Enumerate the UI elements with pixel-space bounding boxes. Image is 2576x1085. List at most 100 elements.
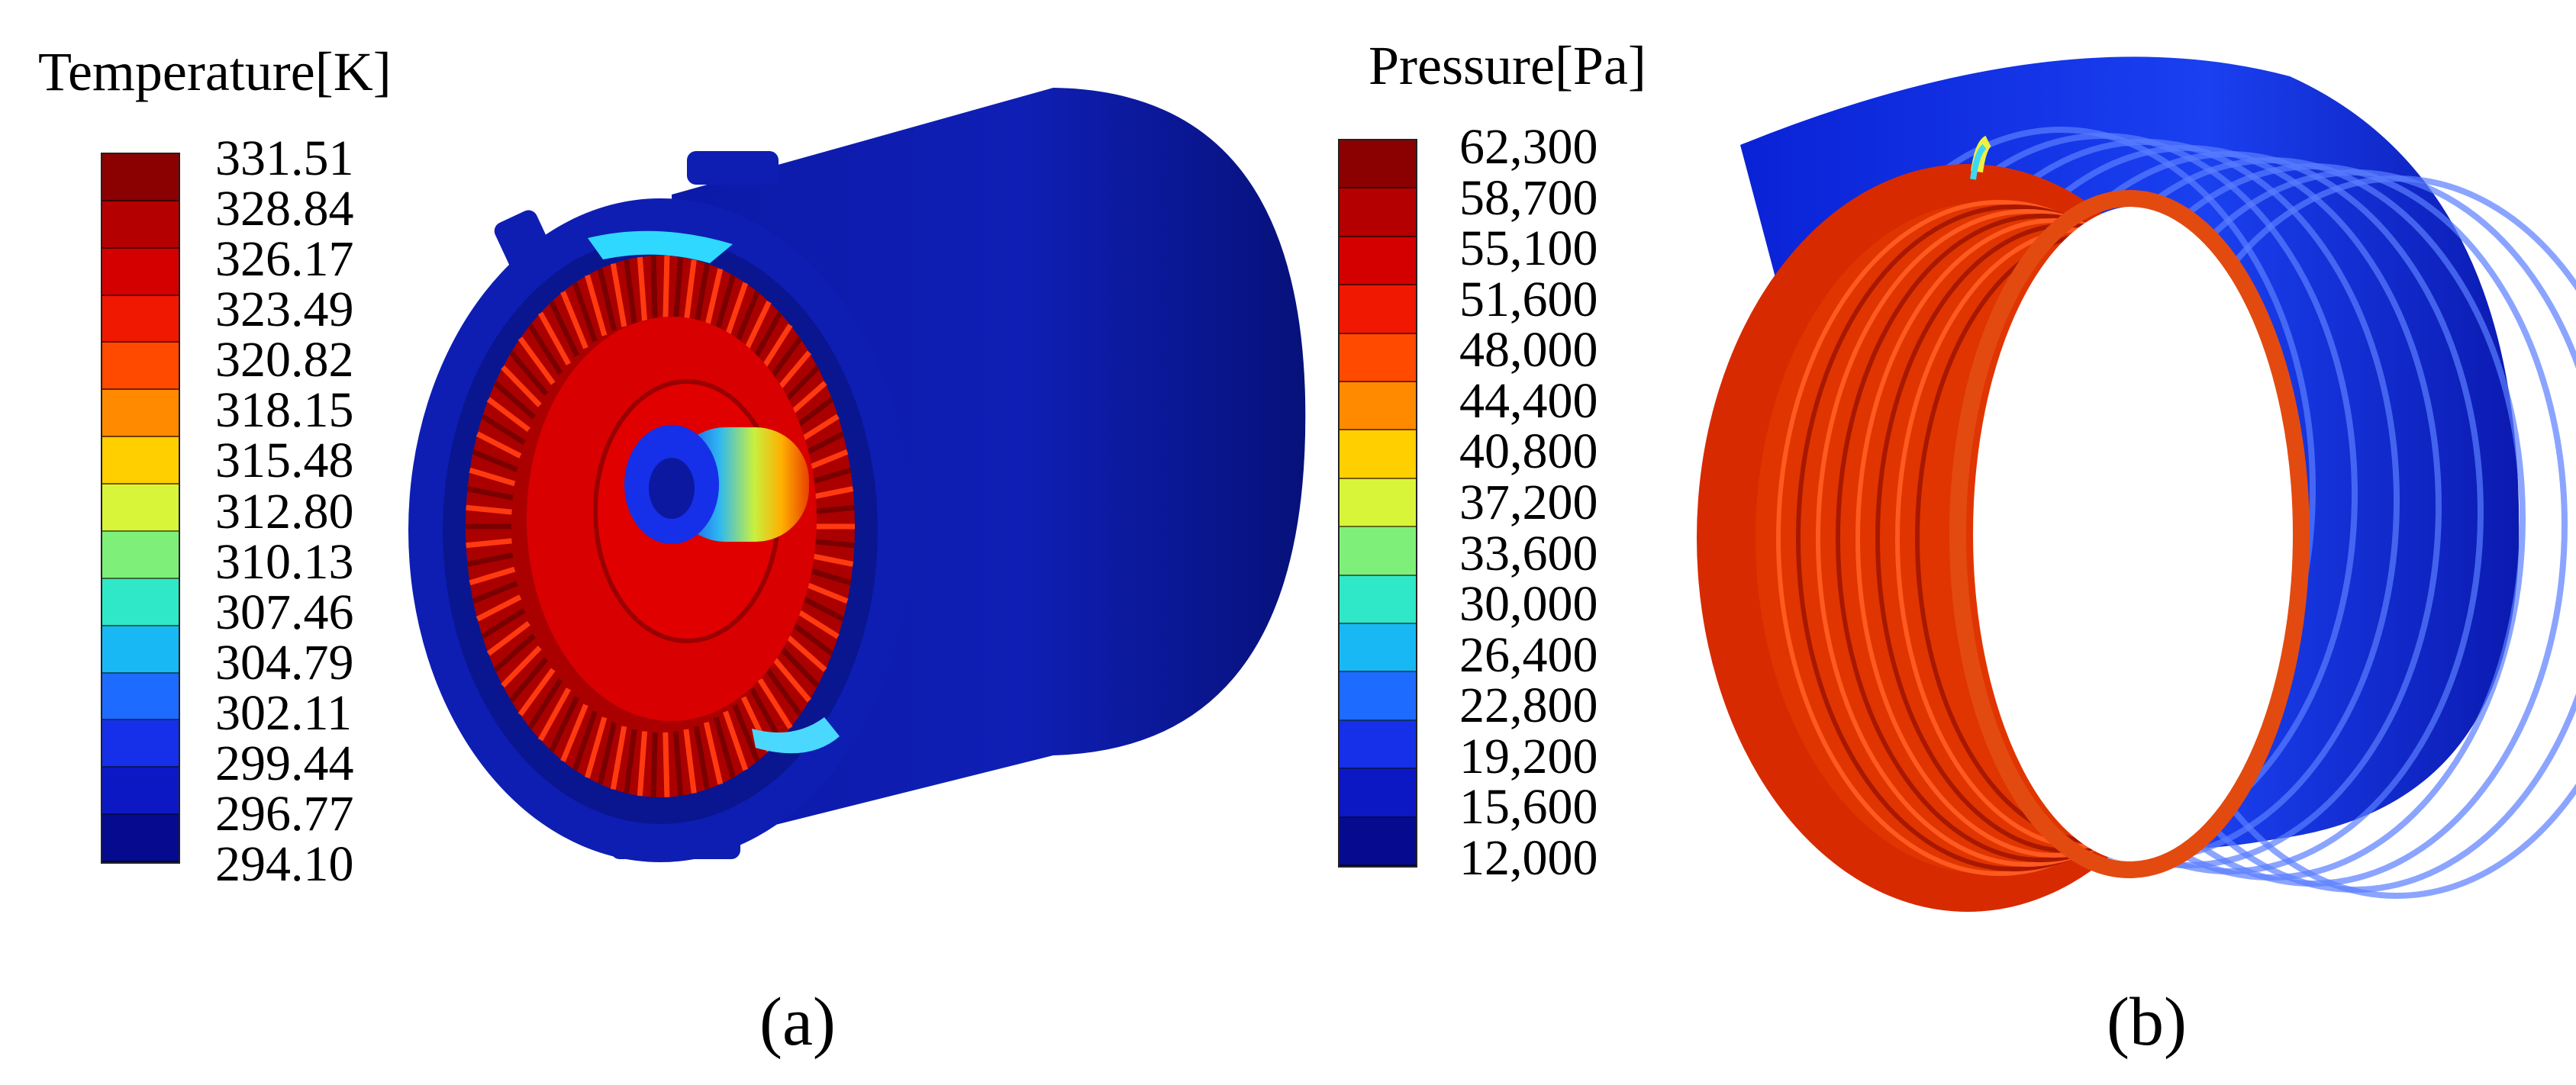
tick-label: 30,000 <box>1459 576 1598 633</box>
tick-label: 62,300 <box>1459 119 1598 175</box>
stator-tooth <box>493 633 536 672</box>
stator-tooth <box>481 414 526 446</box>
stator-tooth <box>476 431 522 459</box>
stator-tooth <box>472 449 518 472</box>
tick-label: 33,600 <box>1459 525 1598 581</box>
stator-tooth <box>624 729 637 794</box>
stator-tooth <box>732 703 760 762</box>
stator-tooth <box>469 566 516 586</box>
stator-tooth <box>537 311 572 365</box>
scale-swatch <box>102 815 179 862</box>
tick-label: 310.13 <box>215 533 354 590</box>
stator-tooth <box>466 486 514 501</box>
tick-label: 328.84 <box>215 181 354 237</box>
scale-swatch <box>102 531 179 579</box>
scale-swatch <box>1340 575 1416 624</box>
temperature-color-scale <box>101 153 180 864</box>
scale-swatch <box>1340 333 1416 382</box>
motor-temperature-render <box>408 88 1306 862</box>
pressure-legend-title: Pressure[Pa] <box>1369 35 1646 96</box>
stator-tooth <box>508 350 549 396</box>
scale-swatch <box>102 626 179 674</box>
scale-swatch <box>1340 720 1416 770</box>
stator-tooth <box>703 268 724 331</box>
stator-tooth <box>693 726 711 790</box>
stator-tooth <box>757 678 793 729</box>
stator-tooth <box>469 467 516 487</box>
stator-tooth <box>572 282 598 343</box>
stator-tooth <box>585 274 608 336</box>
scale-swatch <box>102 295 179 343</box>
stator-tooth <box>476 594 522 622</box>
stator-tooth <box>807 552 854 567</box>
stator-tooth <box>663 732 670 797</box>
stator-tooth <box>527 678 563 729</box>
stator-tooth <box>790 620 834 656</box>
scale-swatch <box>1340 430 1416 479</box>
stator-tooth <box>804 566 852 586</box>
stator-tooth <box>713 274 736 336</box>
stator-tooth <box>517 668 556 716</box>
stator-tooth <box>637 256 648 322</box>
stator-tooth <box>703 722 724 785</box>
stator-tooth <box>637 731 648 797</box>
stator-tooth <box>683 729 697 794</box>
pressure-color-scale <box>1338 139 1417 868</box>
tick-label: 48,000 <box>1459 322 1598 378</box>
stator-tooth <box>672 256 684 322</box>
tick-label: 302.11 <box>215 684 353 741</box>
scale-swatch <box>102 154 179 201</box>
stator-tooth <box>624 259 637 324</box>
stator-tooth <box>466 538 512 549</box>
scale-swatch <box>102 768 179 816</box>
stator-tooth <box>723 282 749 343</box>
stator-tooth <box>486 620 530 656</box>
stator-teeth <box>466 256 855 797</box>
scale-swatch <box>102 485 179 532</box>
tick-label: 304.79 <box>215 634 354 691</box>
scale-swatch <box>102 437 179 485</box>
tick-label: 320.82 <box>215 332 354 388</box>
tick-label: 40,800 <box>1459 423 1598 480</box>
tick-label: 312.80 <box>215 483 354 539</box>
scale-swatch <box>1340 769 1416 818</box>
stator-tooth <box>501 365 542 407</box>
stator-tooth <box>610 726 627 790</box>
scale-swatch <box>102 201 179 249</box>
scale-swatch <box>1340 188 1416 237</box>
scale-swatch <box>102 390 179 438</box>
scale-swatch <box>1340 140 1416 189</box>
stator-tooth <box>481 607 526 639</box>
scale-swatch <box>102 578 179 626</box>
temperature-legend-title: Temperature[K] <box>38 41 392 102</box>
stator-tooth <box>610 262 627 327</box>
tick-label: 51,600 <box>1459 271 1598 327</box>
tick-label: 307.46 <box>215 584 354 640</box>
tick-label: 12,000 <box>1459 830 1598 886</box>
scale-swatch <box>102 343 179 391</box>
stator-tooth <box>683 259 697 324</box>
temperature-tick-labels: 331.51 328.84 326.17 323.49 320.82 318.15 315.… <box>215 134 414 890</box>
scale-swatch <box>1340 817 1416 866</box>
stator-tooth <box>749 687 783 742</box>
tick-label: 15,600 <box>1459 779 1598 835</box>
stator-tooth <box>772 657 812 703</box>
scale-swatch <box>102 673 179 721</box>
stator-tooth <box>560 703 588 762</box>
tick-label: 37,200 <box>1459 475 1598 530</box>
tick-label: 331.51 <box>215 130 354 186</box>
stator-tooth <box>493 381 536 420</box>
stator-tooth <box>650 256 658 321</box>
stator-tooth <box>723 710 749 771</box>
tick-label: 299.44 <box>215 735 354 791</box>
stator-tooth <box>472 581 518 604</box>
tick-label: 323.49 <box>215 282 354 338</box>
tick-label: 44,400 <box>1459 372 1598 429</box>
stator-tooth <box>795 607 840 639</box>
stator-tooth <box>572 710 598 771</box>
stator-tooth <box>560 291 588 349</box>
tick-label: 19,200 <box>1459 728 1598 784</box>
stator-tooth <box>713 716 736 779</box>
stator-tooth <box>650 732 658 797</box>
